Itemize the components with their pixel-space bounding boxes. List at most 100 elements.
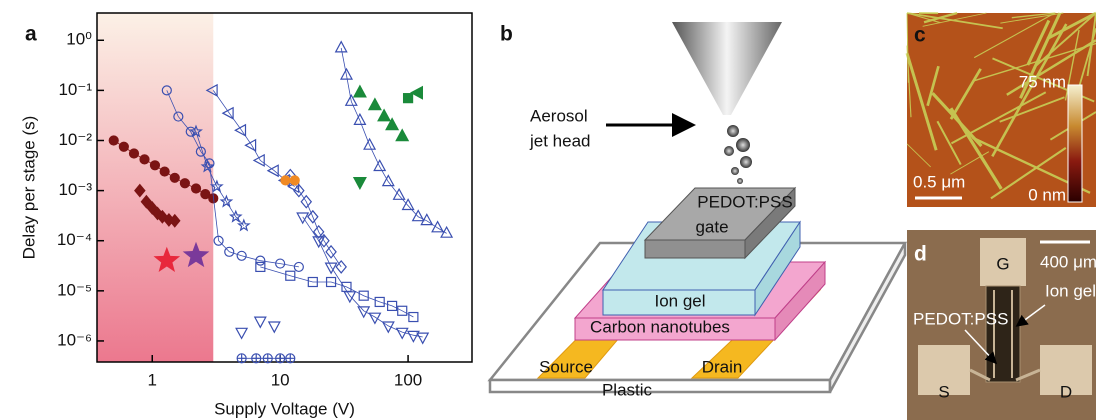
point	[325, 276, 337, 288]
drain-label: Drain	[702, 357, 743, 376]
point	[285, 270, 296, 281]
point	[190, 183, 202, 194]
point	[221, 106, 234, 120]
point	[352, 84, 367, 98]
point	[275, 353, 286, 364]
afm-image	[907, 13, 1096, 207]
source-pad	[918, 345, 970, 395]
point	[285, 353, 296, 364]
point	[367, 97, 382, 111]
point	[386, 300, 398, 312]
point	[381, 321, 395, 334]
point	[377, 108, 392, 122]
point	[307, 276, 318, 288]
cnt-layer	[774, 260, 826, 342]
point	[168, 213, 181, 228]
series-line	[166, 90, 299, 268]
point	[312, 224, 325, 239]
point	[339, 67, 354, 80]
ion-gel-layer	[754, 220, 801, 317]
point	[334, 40, 348, 53]
point	[358, 290, 369, 301]
y-tick-label: 10⁻³	[58, 180, 92, 199]
series-line	[340, 47, 447, 234]
ion-gel-label: Ion gel	[654, 291, 705, 310]
gate-pad	[980, 238, 1026, 286]
point	[200, 189, 211, 200]
cnt-label: Carbon nanotubes	[590, 317, 730, 336]
y-tick-label: 10⁻¹	[58, 80, 92, 99]
point	[293, 261, 304, 273]
point	[395, 327, 409, 340]
point	[411, 209, 425, 222]
point	[431, 220, 445, 233]
panel-label: a	[25, 23, 37, 46]
substrate-label: Plastic	[602, 380, 653, 399]
point	[368, 312, 382, 325]
gate-label: gate	[695, 217, 728, 236]
point	[406, 330, 420, 343]
nozzle	[672, 22, 782, 115]
point	[324, 262, 338, 275]
point	[266, 164, 279, 178]
scale-bar-label: 400 μm	[1040, 252, 1096, 271]
point	[410, 85, 423, 100]
scale-bar-label: 0.5 μm	[913, 172, 965, 191]
point	[108, 135, 119, 146]
panel-label: d	[914, 243, 927, 266]
y-tick-label: 10⁻²	[58, 130, 92, 149]
point	[352, 177, 367, 190]
y-tick-label: 10⁻⁴	[57, 230, 92, 249]
droplets	[724, 125, 752, 184]
point	[173, 111, 184, 122]
y-axis-label: Delay per stage (s)	[19, 116, 38, 260]
point	[236, 353, 247, 364]
head-label: Aerosol	[530, 106, 588, 125]
panel-c: c 75 nm 0 nm 0.5 μm	[905, 11, 1096, 207]
point	[185, 126, 196, 137]
source-label: S	[938, 382, 949, 401]
point	[159, 166, 170, 177]
point	[293, 183, 305, 198]
point	[134, 183, 146, 198]
point	[255, 261, 266, 273]
point	[363, 137, 377, 150]
nanotubes	[905, 11, 1096, 200]
x-axis-label: Supply Voltage (V)	[214, 399, 355, 418]
point	[392, 187, 406, 200]
point	[169, 172, 180, 183]
x-tick-label: 10	[271, 370, 290, 389]
point	[440, 225, 454, 238]
series-line	[289, 175, 342, 268]
point	[307, 209, 319, 224]
series-line	[260, 266, 414, 318]
point	[262, 353, 273, 364]
colorbar-min: 0 nm	[1028, 185, 1066, 204]
point	[357, 306, 371, 319]
x-tick-label: 100	[394, 370, 422, 389]
point	[161, 85, 172, 96]
point	[234, 123, 247, 137]
substrate-side	[828, 242, 907, 393]
point	[325, 244, 337, 259]
substrate-side	[488, 378, 832, 394]
source-label: Source	[539, 357, 593, 376]
series-line	[212, 90, 295, 187]
drain-pad	[1040, 345, 1092, 395]
y-tick-label: 10⁻⁵	[57, 280, 92, 299]
point	[401, 198, 415, 211]
point	[140, 194, 153, 209]
point	[228, 209, 243, 223]
point	[179, 178, 190, 189]
gate-layer	[644, 239, 746, 259]
point	[252, 153, 265, 167]
point	[395, 128, 410, 142]
point	[182, 241, 210, 268]
point	[200, 159, 215, 173]
point	[280, 175, 291, 186]
point	[335, 259, 347, 274]
point	[224, 246, 235, 257]
series-line	[195, 131, 245, 226]
point	[381, 174, 395, 187]
